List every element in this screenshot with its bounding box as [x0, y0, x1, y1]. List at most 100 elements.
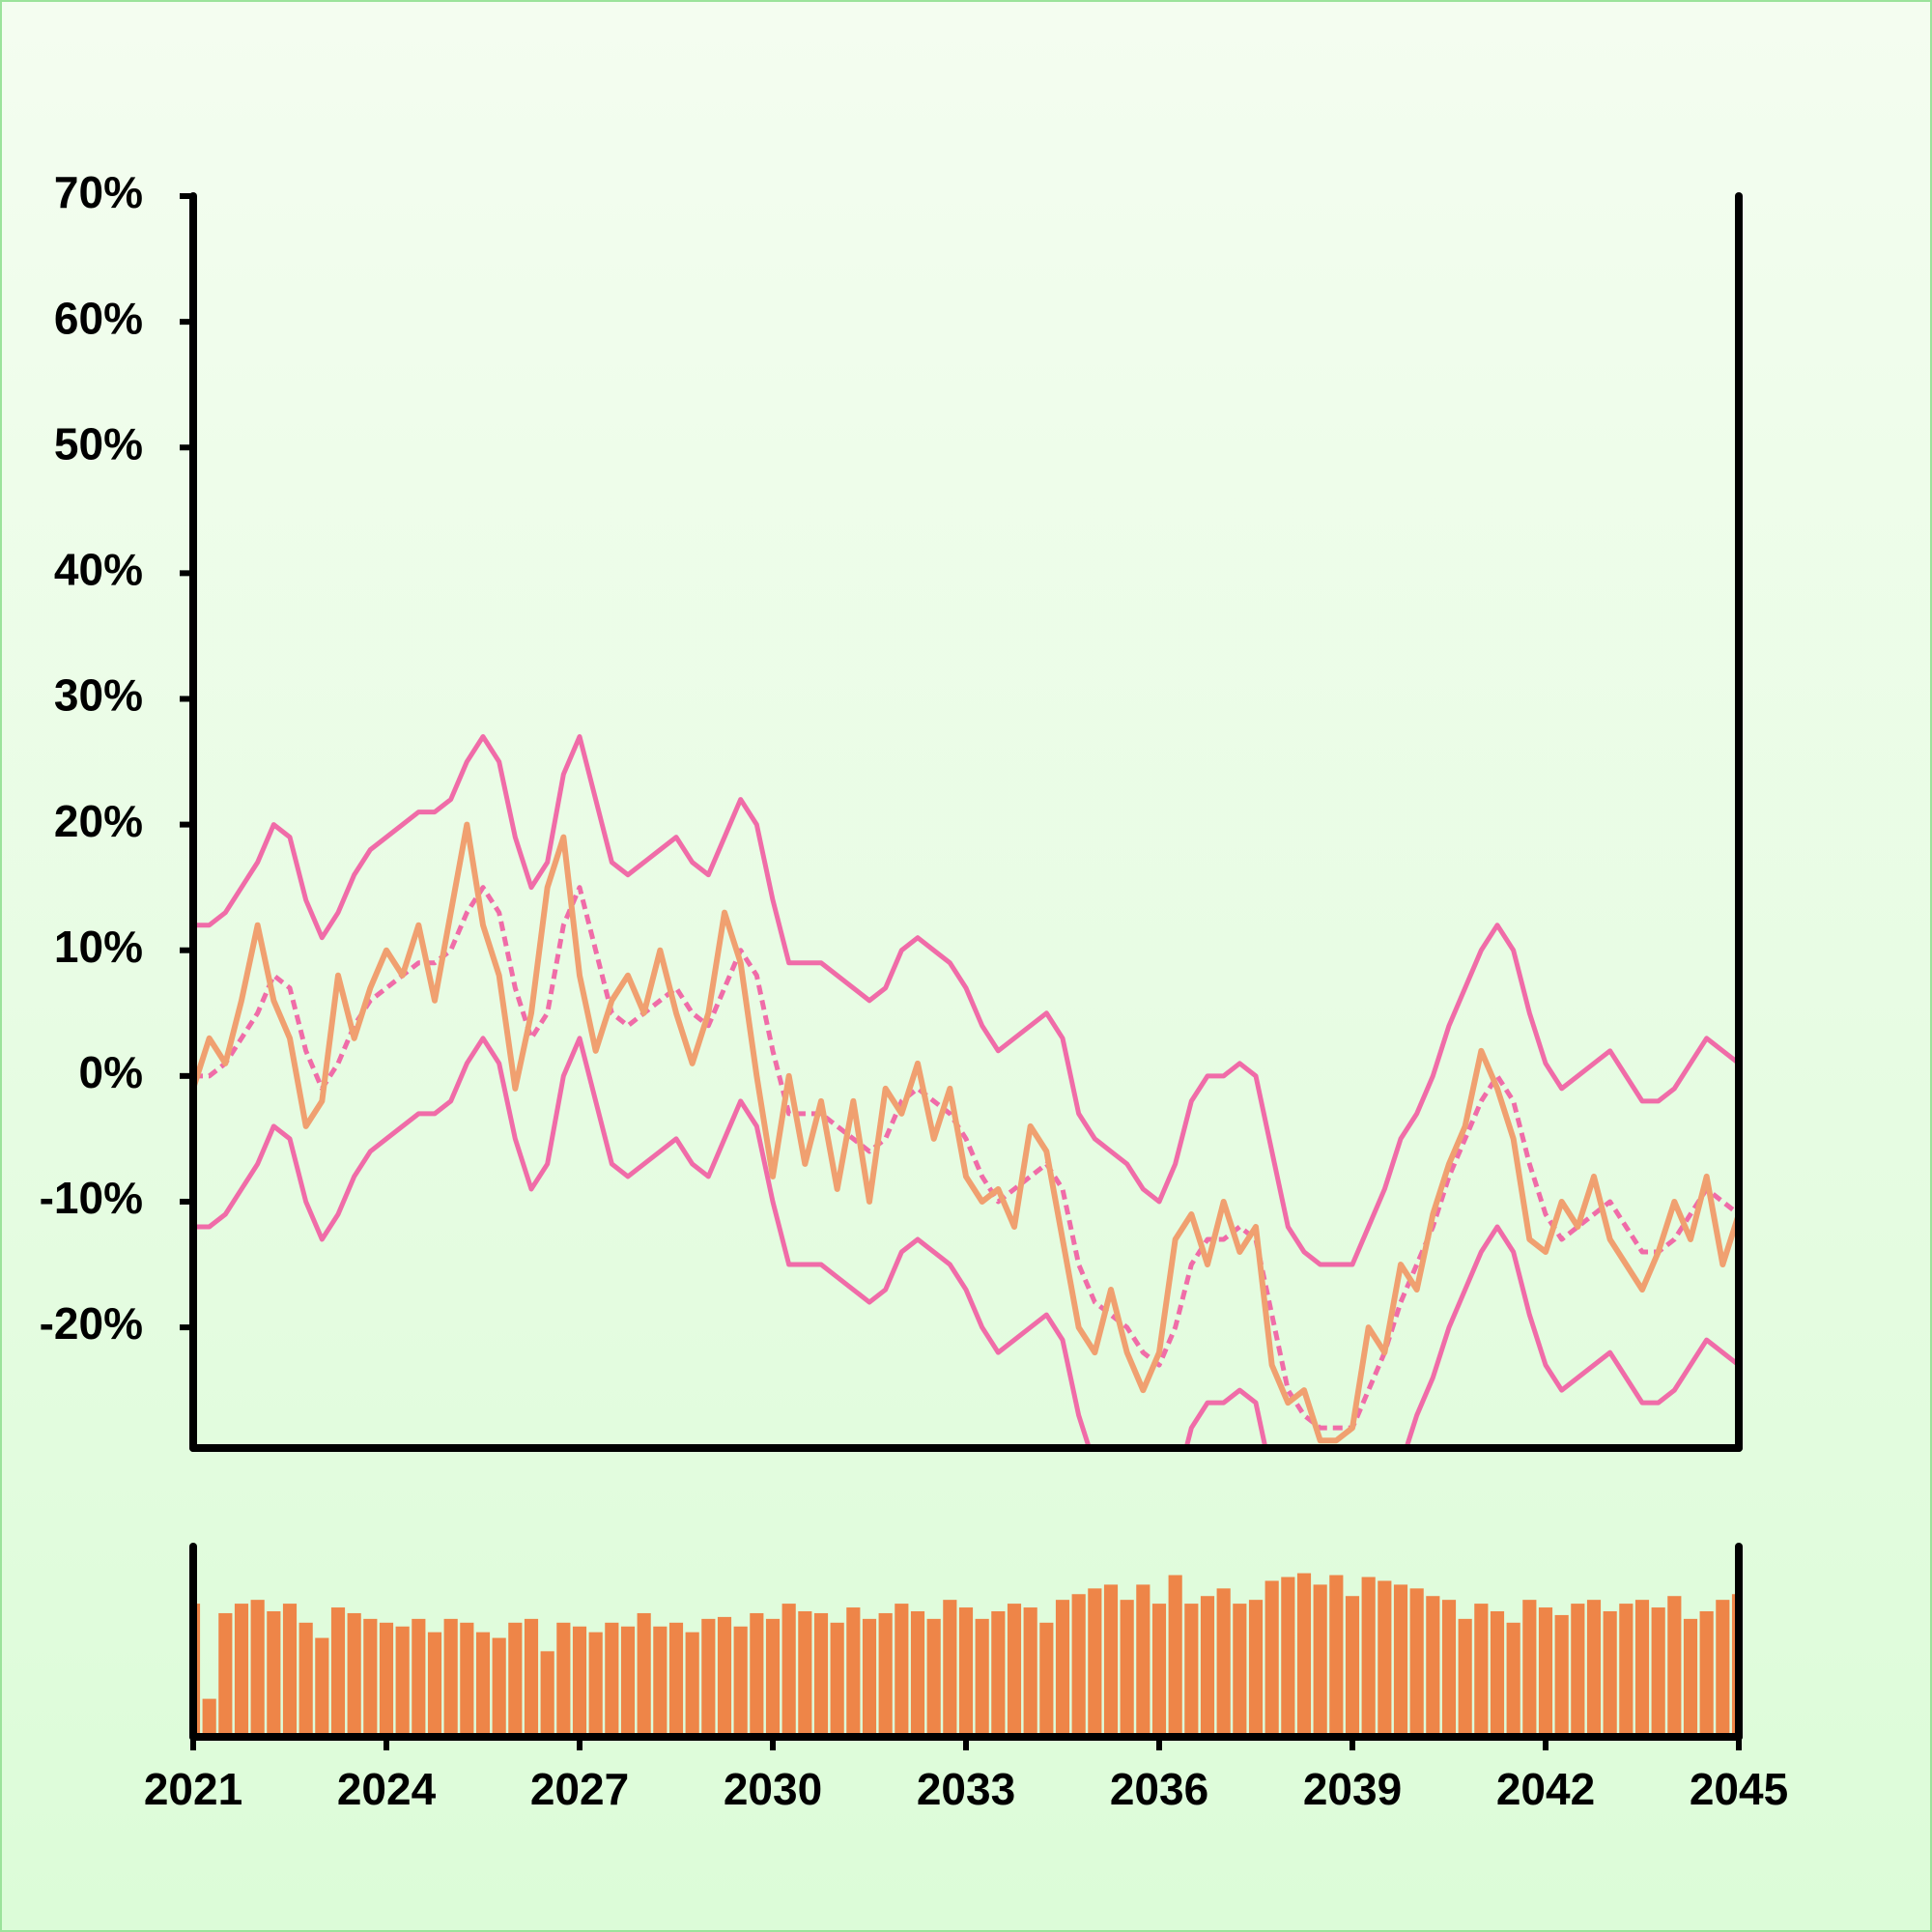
volume-bar: [1490, 1610, 1505, 1737]
volume-bar: [1667, 1596, 1682, 1737]
volume-bar: [733, 1626, 748, 1737]
volume-bar: [1538, 1607, 1553, 1737]
volume-bar: [1216, 1588, 1231, 1737]
y-tick-label: -10%: [40, 1173, 143, 1223]
volume-bar: [1699, 1610, 1714, 1737]
volume-bar: [717, 1616, 732, 1737]
volume-bar: [1264, 1580, 1279, 1737]
volume-bar: [830, 1622, 844, 1737]
volume-bar: [668, 1622, 684, 1737]
volume-bar: [1441, 1600, 1457, 1737]
volume-bar: [524, 1618, 539, 1737]
x-tick-label: 2039: [1303, 1764, 1402, 1814]
volume-bar: [1007, 1604, 1022, 1737]
volume-bar: [1296, 1573, 1312, 1737]
volume-bar: [1120, 1600, 1134, 1737]
volume-bar: [460, 1622, 474, 1737]
y-tick-label: 20%: [54, 796, 143, 846]
volume-bar: [1136, 1584, 1151, 1737]
volume-bar: [798, 1610, 812, 1737]
price-panel: [193, 734, 1739, 1448]
y-tick-label: 60%: [54, 293, 143, 343]
volume-bar: [298, 1622, 313, 1737]
x-tick-label: 2030: [724, 1764, 822, 1814]
volume-bar: [1409, 1588, 1424, 1737]
volume-bar: [508, 1622, 523, 1737]
volume-bar: [1023, 1607, 1037, 1737]
volume-bar: [1651, 1607, 1665, 1737]
series-line: [193, 734, 1739, 1267]
volume-bar: [750, 1612, 764, 1737]
volume-bar: [781, 1604, 796, 1737]
volume-bar: [1603, 1610, 1617, 1737]
volume-bar: [588, 1632, 603, 1737]
volume-bar: [685, 1632, 699, 1737]
y-tick-label: 0%: [79, 1047, 143, 1097]
series-line: [193, 821, 1739, 1444]
volume-bar: [315, 1637, 329, 1737]
y-tick-label: 30%: [54, 670, 143, 721]
volume-bar: [1506, 1622, 1520, 1737]
x-tick-label: 2027: [530, 1764, 629, 1814]
volume-bar: [1554, 1614, 1569, 1737]
x-tick-label: 2036: [1110, 1764, 1208, 1814]
volume-bar: [363, 1618, 378, 1737]
volume-bar: [218, 1612, 233, 1737]
volume-bar: [1103, 1584, 1119, 1737]
volume-bar: [975, 1618, 989, 1737]
volume-bar: [1393, 1584, 1408, 1737]
volume-bar: [1683, 1618, 1698, 1737]
volume-bar: [427, 1632, 442, 1737]
volume-bar: [475, 1632, 491, 1737]
volume-bar: [878, 1612, 893, 1737]
volume-bar: [620, 1626, 636, 1737]
volume-bar: [1634, 1600, 1650, 1737]
volume-bar: [1200, 1596, 1215, 1737]
volume-bar: [1039, 1622, 1054, 1737]
volume-bar: [605, 1622, 619, 1737]
volume-bar: [1233, 1604, 1247, 1737]
volume-bar: [637, 1612, 651, 1737]
volume-bar: [926, 1618, 941, 1737]
x-tick-label: 2045: [1690, 1764, 1788, 1814]
volume-bar: [1088, 1588, 1102, 1737]
volume-bar: [765, 1618, 781, 1737]
y-tick-label: 40%: [54, 545, 143, 595]
volume-bar: [556, 1622, 571, 1737]
x-tick-label: 2024: [337, 1764, 437, 1814]
volume-bar: [1474, 1604, 1489, 1737]
volume-bar: [1151, 1604, 1167, 1737]
volume-bar: [1345, 1596, 1360, 1737]
volume-bar: [1055, 1600, 1070, 1737]
volume-bar: [958, 1607, 974, 1737]
volume-bar: [1619, 1604, 1634, 1737]
volume-bar: [1248, 1600, 1264, 1737]
volume-bar: [282, 1604, 298, 1737]
volume-bar: [250, 1600, 265, 1737]
volume-bar: [1378, 1580, 1392, 1737]
y-tick-label: -20%: [40, 1298, 143, 1349]
x-tick-label: 2042: [1496, 1764, 1595, 1814]
volume-bar: [1329, 1575, 1344, 1737]
volume-panel: [193, 1573, 1739, 1737]
volume-bar: [1313, 1584, 1327, 1737]
volume-bar: [1458, 1618, 1472, 1737]
volume-bar: [395, 1626, 410, 1737]
volume-bar: [379, 1622, 394, 1737]
y-tick-label: 10%: [54, 922, 143, 972]
volume-bar: [1361, 1577, 1376, 1737]
volume-bar: [1586, 1600, 1602, 1737]
volume-bar: [234, 1604, 249, 1737]
x-tick-label: 2021: [144, 1764, 242, 1814]
volume-bar: [653, 1626, 668, 1737]
volume-bar: [1522, 1600, 1537, 1737]
volume-bar: [862, 1618, 877, 1737]
volume-bar: [1571, 1604, 1585, 1737]
volume-bar: [943, 1600, 957, 1737]
volume-bar: [1184, 1604, 1199, 1737]
volume-bar: [1281, 1577, 1295, 1737]
volume-bar: [1071, 1594, 1086, 1737]
volume-bar: [572, 1626, 587, 1737]
